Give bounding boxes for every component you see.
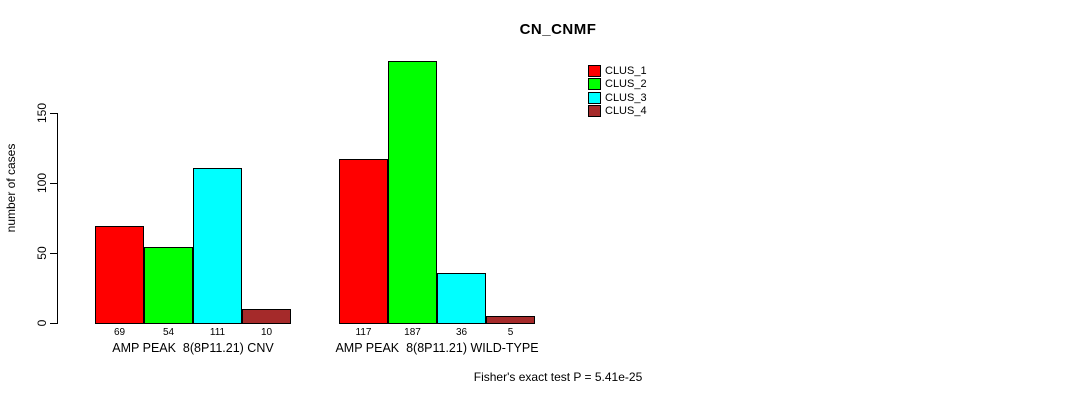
bar-clus_3-group1 xyxy=(193,168,242,324)
y-tick-mark xyxy=(50,113,57,114)
legend-label-clus_2: CLUS_2 xyxy=(605,78,647,91)
legend-swatch-clus_1 xyxy=(588,65,601,77)
legend-swatch-clus_3 xyxy=(588,91,601,104)
group-label: AMP PEAK 8(8P11.21) CNV xyxy=(112,341,274,355)
y-tick-label: 100 xyxy=(35,172,49,194)
legend-swatch-clus_2 xyxy=(588,78,601,91)
bar-clus_4-group2 xyxy=(486,316,535,324)
group-label: AMP PEAK 8(8P11.21) WILD-TYPE xyxy=(335,341,539,355)
y-axis-line xyxy=(57,113,58,324)
bar-value-label: 111 xyxy=(209,327,226,338)
bar-value-label: 117 xyxy=(355,327,372,338)
fisher-test-annotation: Fisher's exact test P = 5.41e-25 xyxy=(473,370,643,384)
chart-title: CN_CNMF xyxy=(519,21,597,38)
y-tick-label: 50 xyxy=(35,246,49,260)
bar-value-label: 10 xyxy=(260,327,273,338)
bar-clus_2-group2 xyxy=(388,61,437,324)
bar-value-label: 187 xyxy=(404,327,421,338)
y-tick-mark xyxy=(50,323,57,324)
y-tick-label: 150 xyxy=(35,102,49,124)
y-axis-label: number of cases xyxy=(4,143,18,233)
bar-value-label: 69 xyxy=(113,327,126,338)
bar-value-label: 36 xyxy=(455,327,468,338)
y-tick-mark xyxy=(50,183,57,184)
y-tick-label: 0 xyxy=(35,319,49,327)
y-tick-mark xyxy=(50,253,57,254)
bar-clus_4-group1 xyxy=(242,309,291,324)
legend-label-clus_3: CLUS_3 xyxy=(605,91,647,104)
bar-clus_1-group2 xyxy=(339,159,388,324)
legend-label-clus_4: CLUS_4 xyxy=(605,104,647,117)
bar-clus_1-group1 xyxy=(95,226,144,324)
legend-swatch-clus_4 xyxy=(588,104,601,117)
bar-value-label: 54 xyxy=(162,327,175,338)
bar-clus_2-group1 xyxy=(144,247,193,324)
bar-value-label: 5 xyxy=(507,327,514,338)
bar-clus_3-group2 xyxy=(437,273,486,324)
legend-label-clus_1: CLUS_1 xyxy=(605,65,647,77)
